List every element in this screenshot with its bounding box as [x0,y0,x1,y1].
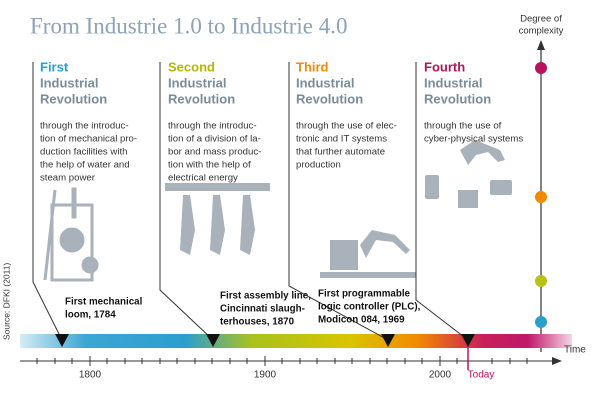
heading: Revolution [168,91,235,106]
cps-icon [425,140,512,208]
ordinal: Second [168,59,215,74]
description: tronic and IT systems [296,134,387,145]
heading: Industrial [296,75,355,90]
milestone: First assembly line, [220,291,311,302]
description: duction facilities with [40,147,127,158]
time-tick-label: 1800 [79,370,102,381]
ordinal: Fourth [424,59,465,74]
timeline-marker [55,334,69,347]
complexity-dot [535,62,547,74]
description: steam power [40,173,96,184]
description: through the introduc- [168,121,257,132]
connector [415,62,469,341]
description: through the use of elec- [296,121,397,132]
description: electrical energy [168,173,238,184]
connector [159,62,214,341]
heading: Revolution [40,91,107,106]
description: that further automate [296,147,385,158]
time-arrow [552,357,562,365]
milestone: Modicon 084, 1969 [318,315,405,326]
description: through the introduc- [40,121,129,132]
complexity-label: Degree of [520,14,562,25]
complexity-dot [535,316,547,328]
milestone: loom, 1784 [65,310,116,321]
time-tick-label: 1900 [254,370,277,381]
description: tion of mechanical pro- [40,134,137,145]
description: through the use of [424,121,502,132]
assembly-line-icon [165,183,270,255]
heading: Industrial [168,75,227,90]
time-tick-label: 2000 [429,370,452,381]
milestone: logic controller (PLC), [318,302,421,313]
timeline-bar [20,334,572,348]
ordinal: Third [296,59,329,74]
today-label: Today [468,370,495,381]
axis-arrow [537,40,545,50]
connector [288,62,389,341]
description: tion with the help of [168,160,251,171]
description: bor and mass produc- [168,147,261,158]
description: tion of a division of la- [168,134,261,145]
milestone: First programmable [318,289,411,300]
connector [32,62,63,341]
timeline-marker [461,334,475,347]
complexity-label: complexity [519,26,564,37]
description: production [296,160,341,171]
heading: Industrial [424,75,483,90]
timeline-marker [381,334,395,347]
plc-icon [320,230,416,278]
milestone: Cincinnati slaugh- [220,304,305,315]
heading: Industrial [40,75,99,90]
heading: Revolution [424,91,491,106]
description: cyber-physical systems [424,134,523,145]
time-minor-ticks [36,358,528,364]
source: Source: DFKI (2011) [1,263,11,340]
loom-icon [43,187,99,282]
milestone: First mechanical [65,297,143,308]
milestone: terhouses, 1870 [220,317,295,328]
title: From Industrie 1.0 to Industrie 4.0 [30,13,348,38]
ordinal: First [40,59,69,74]
heading: Revolution [296,91,363,106]
complexity-dot [535,275,547,287]
timeline-marker [206,334,220,347]
description: the help of water and [40,160,130,171]
complexity-dot [535,191,547,203]
time-label: Time [564,345,586,356]
